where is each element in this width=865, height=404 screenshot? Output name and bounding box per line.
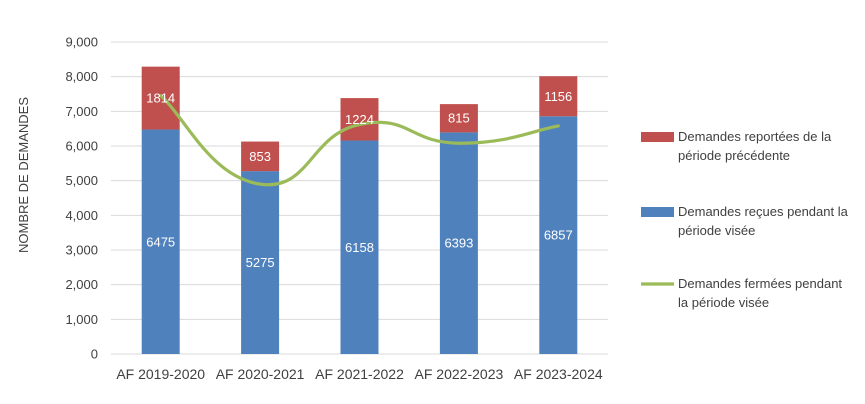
y-axis-label: NOMBRE DE DEMANDES <box>16 97 31 253</box>
legend-label: Demandes reportées de la <box>678 129 832 144</box>
x-tick-label: AF 2021-2022 <box>315 366 404 382</box>
legend-label: Demandes reçues pendant la <box>678 204 849 219</box>
x-axis-labels: AF 2019-2020 AF 2020-2021 AF 2021-2022 AF 2… <box>116 366 603 382</box>
data-label: 6393 <box>444 236 473 251</box>
bar-carried-over <box>439 104 478 133</box>
bar-carried-over <box>241 141 280 172</box>
y-tick-label: 9,000 <box>65 35 98 50</box>
data-label: 815 <box>448 111 470 126</box>
bar-received <box>340 140 379 354</box>
data-label: 5275 <box>246 255 275 270</box>
data-label: 6475 <box>146 234 175 249</box>
y-tick-label: 5,000 <box>65 173 98 188</box>
y-tick-label: 2,000 <box>65 277 98 292</box>
y-tick-label: 0 <box>91 347 98 362</box>
bar-carried-over <box>539 76 578 117</box>
data-label: 1224 <box>345 112 374 127</box>
bar-received <box>439 132 478 354</box>
x-tick-label: AF 2022-2023 <box>415 366 504 382</box>
legend-label: période visée <box>678 223 755 238</box>
line-closed-requests <box>159 94 560 187</box>
data-label: 1156 <box>544 89 572 104</box>
legend-label: période précédente <box>678 148 790 163</box>
y-tick-label: 8,000 <box>65 69 98 84</box>
bar-carried-over <box>340 98 379 141</box>
data-label: 853 <box>249 149 271 164</box>
x-tick-label: AF 2023-2024 <box>514 366 603 382</box>
bar-received <box>241 171 280 354</box>
y-tick-label: 4,000 <box>65 208 98 223</box>
y-tick-label: 7,000 <box>65 104 98 119</box>
data-label: 6857 <box>544 228 573 243</box>
bar-series <box>141 66 578 354</box>
y-tick-label: 6,000 <box>65 139 98 154</box>
bar-received <box>539 116 578 354</box>
y-tick-label: 1,000 <box>65 312 98 327</box>
legend-label: la période visée <box>678 295 769 310</box>
data-labels: 6475 1814 5275 853 6158 1224 6393 815 6857 1156 <box>146 89 573 270</box>
bar-carried-over <box>141 66 180 130</box>
legend-swatch <box>641 207 674 217</box>
x-tick-label: AF 2020-2021 <box>216 366 305 382</box>
data-label: 6158 <box>345 240 374 255</box>
x-tick-label: AF 2019-2020 <box>116 366 205 382</box>
y-tick-label: 3,000 <box>65 243 98 258</box>
line-series <box>159 94 560 187</box>
legend-label: Demandes fermées pendant <box>678 276 842 291</box>
y-axis-ticks: 0 1,000 2,000 3,000 4,000 5,000 6,000 7,000 8,00… <box>65 35 98 362</box>
bar-received <box>141 129 180 354</box>
legend: Demandes reportées de la période précéden… <box>641 129 849 310</box>
legend-swatch <box>641 132 674 142</box>
data-label: 1814 <box>146 91 175 106</box>
